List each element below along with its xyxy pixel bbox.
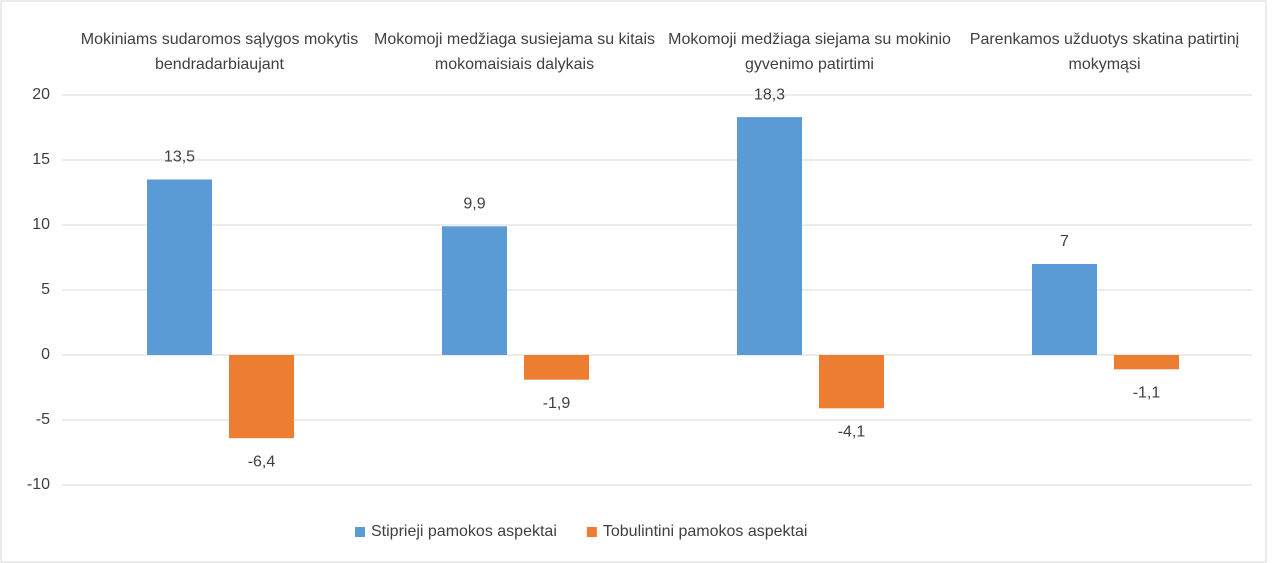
bar <box>147 179 212 355</box>
y-tick-label: -10 <box>27 476 50 493</box>
category-label: Mokomoji medžiaga siejama su mokinio gyv… <box>668 31 951 73</box>
legend-label: Stiprieji pamokos aspektai <box>371 523 557 540</box>
legend-swatch <box>355 527 365 537</box>
data-label: -4,1 <box>838 424 866 441</box>
data-label: -1,1 <box>1133 385 1161 402</box>
category-label: Mokiniams sudaromos sąlygos mokytis bend… <box>80 31 359 73</box>
category-label: Parenkamos užduotys skatina patirtinį mo… <box>969 31 1240 73</box>
legend-label: Tobulintini pamokos aspektai <box>603 523 808 540</box>
y-tick-label: 0 <box>41 346 50 363</box>
data-label: 13,5 <box>164 149 195 166</box>
y-tick-label: 5 <box>41 281 50 298</box>
data-label: 9,9 <box>463 196 485 213</box>
bar <box>229 355 294 439</box>
bar <box>1114 355 1179 370</box>
bar <box>819 355 884 409</box>
y-tick-label: 10 <box>32 216 50 233</box>
data-label: 18,3 <box>754 86 785 103</box>
data-label: -6,4 <box>248 453 276 470</box>
data-label: 7 <box>1060 233 1069 250</box>
data-label: -1,9 <box>543 395 571 412</box>
y-tick-label: -5 <box>36 411 50 428</box>
y-tick-label: 15 <box>32 151 50 168</box>
bar <box>524 355 589 380</box>
legend-swatch <box>586 527 597 537</box>
category-label: Mokomoji medžiaga susiejama su kitais mo… <box>374 31 655 73</box>
bar <box>1032 264 1097 355</box>
bar <box>737 117 802 355</box>
y-tick-label: 20 <box>32 86 50 103</box>
bar <box>442 226 507 355</box>
